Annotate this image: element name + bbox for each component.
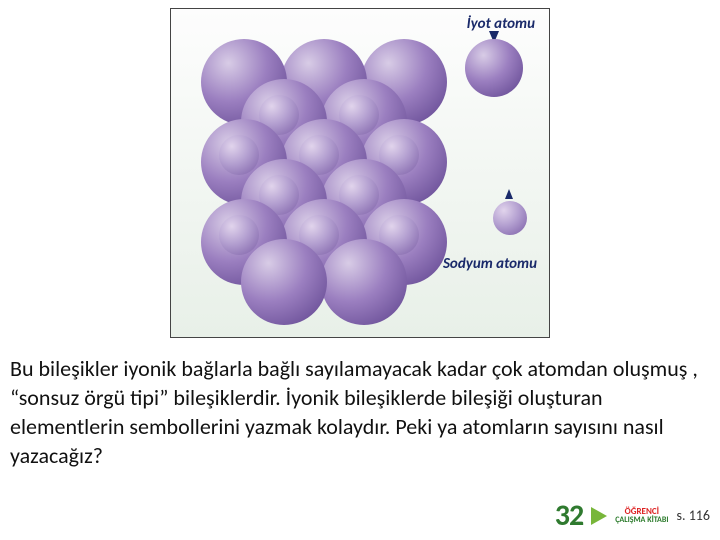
arrow-up-icon (505, 189, 513, 199)
page-reference: s. 116 (677, 507, 710, 524)
workbook-badge: ÖĞRENCİ ÇALIŞMA KİTABI (615, 507, 668, 524)
sodium-sphere (219, 135, 259, 175)
footer: 32 ÖĞRENCİ ÇALIŞMA KİTABI s. 116 (555, 497, 710, 534)
iodine-label: İyot atomu (467, 15, 535, 33)
sodium-sphere (219, 215, 259, 255)
body-paragraph: Bu bileşikler iyonik bağlarla bağlı sayı… (10, 354, 710, 470)
iodine-sphere (321, 239, 407, 325)
iodine-sphere (241, 239, 327, 325)
page-badge-number: 32 (555, 497, 583, 534)
sodium-label: Sodyum atomu (443, 255, 537, 273)
isolated-sodium-sphere (493, 201, 527, 235)
workbook-line2: ÇALIŞMA KİTABI (615, 516, 668, 524)
atom-cluster (181, 39, 481, 319)
crystal-lattice-diagram: İyot atomu Sodyum atomu (170, 8, 550, 338)
arrow-right-icon (591, 507, 607, 525)
